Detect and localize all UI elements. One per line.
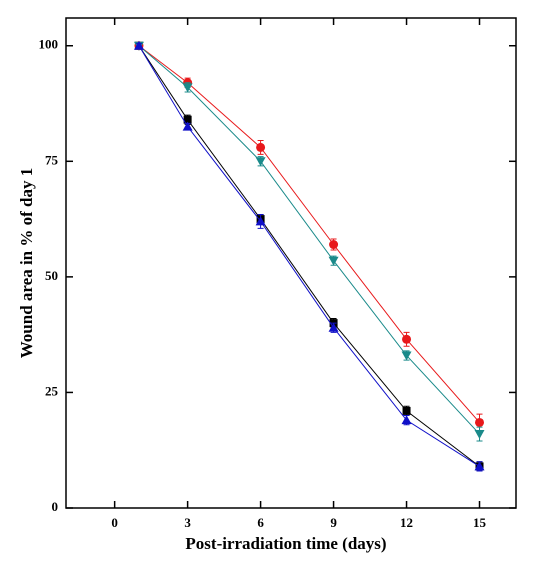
x-tick-label: 9 bbox=[330, 515, 337, 530]
series-line bbox=[138, 45, 480, 467]
marker bbox=[474, 430, 485, 440]
y-axis-title: Wound area in % of day 1 bbox=[17, 168, 36, 359]
y-tick-label: 0 bbox=[52, 499, 59, 514]
marker bbox=[329, 240, 339, 250]
marker bbox=[328, 256, 339, 266]
marker bbox=[182, 83, 193, 93]
x-tick-label: 12 bbox=[400, 515, 413, 530]
marker bbox=[402, 334, 412, 344]
marker bbox=[475, 417, 485, 427]
x-tick-label: 15 bbox=[473, 515, 487, 530]
marker bbox=[182, 121, 193, 131]
x-tick-label: 6 bbox=[257, 515, 264, 530]
y-tick-label: 50 bbox=[45, 268, 58, 283]
y-tick-label: 75 bbox=[45, 152, 59, 167]
plot-frame bbox=[65, 17, 517, 509]
marker bbox=[328, 322, 339, 332]
x-tick-label: 0 bbox=[111, 515, 118, 530]
series-line bbox=[138, 45, 480, 435]
marker bbox=[256, 142, 266, 152]
marker bbox=[183, 115, 192, 124]
marker bbox=[255, 157, 266, 167]
marker bbox=[474, 461, 485, 471]
y-tick-label: 25 bbox=[45, 383, 59, 398]
marker bbox=[133, 40, 144, 50]
series-line bbox=[138, 45, 480, 467]
x-axis-title: Post-irradiation time (days) bbox=[185, 534, 386, 553]
series-line bbox=[138, 45, 480, 423]
y-tick-label: 100 bbox=[39, 37, 59, 52]
marker bbox=[401, 351, 412, 361]
x-tick-label: 3 bbox=[184, 515, 191, 530]
marker bbox=[401, 415, 412, 425]
marker bbox=[402, 406, 411, 415]
marker bbox=[255, 216, 266, 226]
